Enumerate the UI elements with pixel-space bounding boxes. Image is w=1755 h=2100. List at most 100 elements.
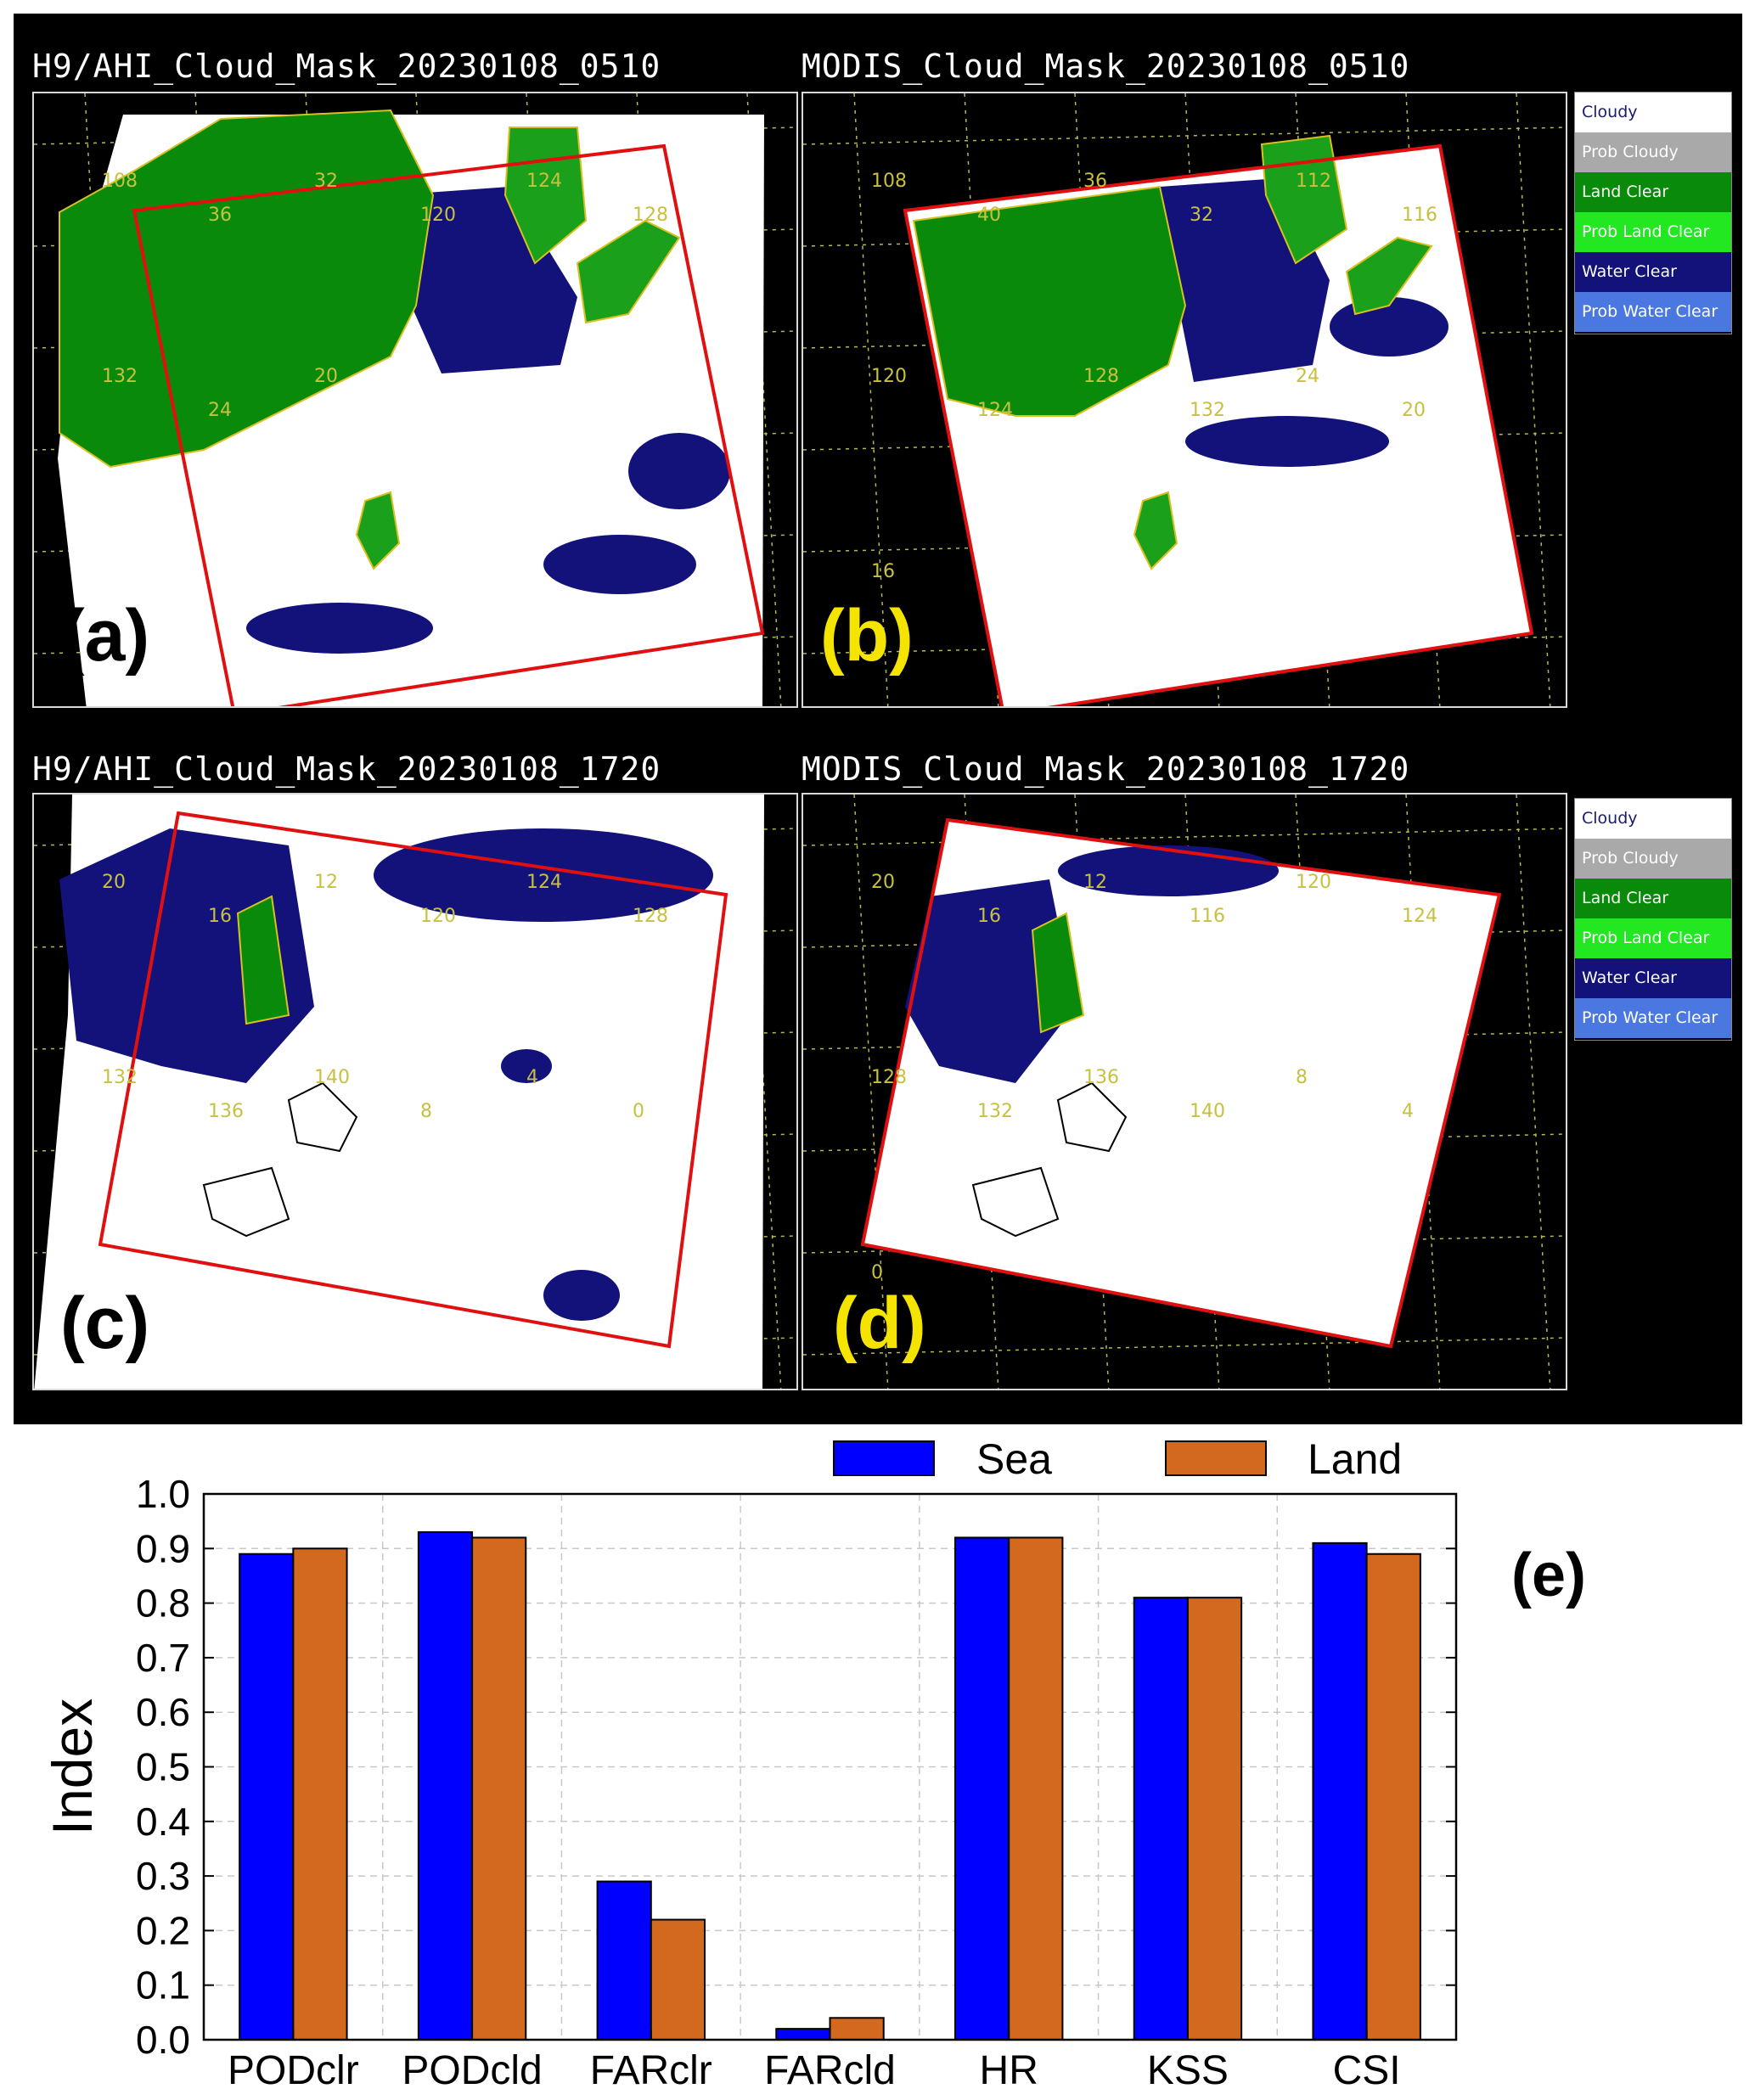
grid-coordinate-label: 112 xyxy=(1296,171,1331,192)
legend-label-sea: Sea xyxy=(976,1435,1052,1483)
water-clear-patch xyxy=(628,433,730,509)
grid-coordinate-label: 40 xyxy=(977,205,1001,226)
map-panel-b: 108 40 36 32 112 116 120 124 128 132 24 20 16 xyxy=(802,92,1567,708)
grid-coordinate-label: 24 xyxy=(1296,366,1319,387)
map-panel-a: 108 36 32 120 124 128 132 24 20 xyxy=(32,92,798,708)
grid-coordinate-label: 8 xyxy=(420,1101,432,1122)
grid-coordinate-label: 16 xyxy=(977,906,1001,927)
grid-coordinate-label: 128 xyxy=(871,1067,907,1088)
map-image-b: 108 40 36 32 112 116 120 124 128 132 24 20 16 xyxy=(803,93,1566,706)
grid-coordinate-label: 12 xyxy=(314,872,338,893)
grid-coordinate-label: 128 xyxy=(633,205,668,226)
grid-coordinate-label: 140 xyxy=(1190,1101,1225,1122)
grid-coordinate-label: 20 xyxy=(871,872,895,893)
grid-coordinate-label: 124 xyxy=(526,872,562,893)
coastline-island xyxy=(1133,491,1178,570)
legend-entry: Prob Water Clear xyxy=(1575,292,1731,332)
grid-coordinate-label: 132 xyxy=(977,1101,1013,1122)
grid-coordinate-label: 120 xyxy=(420,906,456,927)
bar-land-kss xyxy=(1186,1597,1243,2041)
grid-coordinate-label: 124 xyxy=(977,400,1013,421)
graticule-line xyxy=(803,1337,1566,1356)
x-category-label: FARcld xyxy=(764,2048,896,2093)
graticule-line xyxy=(853,93,889,706)
y-tick-label: 0.4 xyxy=(136,1800,190,1844)
y-tick-label: 0.0 xyxy=(136,2018,190,2062)
map-image-c: 20 16 12 120 124 128 132 136 140 8 4 0 xyxy=(34,795,796,1389)
grid-coordinate-label: 108 xyxy=(102,171,138,192)
legend-entry: Prob Water Clear xyxy=(1575,998,1731,1038)
bar-sea-hr xyxy=(954,1536,1010,2041)
x-category-label: CSI xyxy=(1333,2048,1401,2093)
bar-land-farclr xyxy=(650,1918,706,2041)
bar-land-farcld xyxy=(829,2017,885,2041)
coastline-island xyxy=(355,491,401,570)
grid-coordinate-label: 20 xyxy=(314,366,338,387)
cloud-mask-legend: Cloudy Prob Cloudy Land Clear Prob Land Cle… xyxy=(1574,92,1732,334)
plot-frame xyxy=(202,1492,1458,2041)
grid-coordinate-label: 36 xyxy=(1083,171,1107,192)
legend-entry: Cloudy xyxy=(1575,93,1731,132)
water-clear-patch xyxy=(1185,416,1389,467)
grid-coordinate-label: 24 xyxy=(208,400,232,421)
bar-sea-podclr xyxy=(239,1553,295,2041)
coastline-island xyxy=(1345,236,1433,316)
x-category-label: PODcld xyxy=(402,2048,542,2093)
land-clear-region xyxy=(912,185,1187,417)
cloud-mask-legend: Cloudy Prob Cloudy Land Clear Prob Land Cle… xyxy=(1574,798,1732,1041)
y-axis-title: Index xyxy=(41,1699,104,1835)
grid-coordinate-label: 132 xyxy=(102,366,138,387)
y-tick-label: 0.8 xyxy=(136,1581,190,1626)
grid-coordinate-label: 128 xyxy=(1083,366,1119,387)
legend-swatch-land xyxy=(1165,1440,1267,1476)
bar-sea-csi xyxy=(1312,1541,1368,2041)
water-clear-patch xyxy=(543,1270,620,1321)
graticule-line xyxy=(853,795,889,1389)
bar-sea-farclr xyxy=(596,1880,652,2041)
map-title-d: MODIS_Cloud_Mask_20230108_1720 xyxy=(802,750,1410,788)
grid-coordinate-label: 8 xyxy=(1296,1067,1308,1088)
coastline-island xyxy=(287,1081,358,1153)
land-clear-region xyxy=(59,109,435,469)
legend-entry: Prob Cloudy xyxy=(1575,132,1731,172)
map-title-a: H9/AHI_Cloud_Mask_20230108_0510 xyxy=(32,48,661,85)
grid-coordinate-label: 32 xyxy=(1190,205,1213,226)
panel-label-a: (a) xyxy=(60,595,150,677)
x-category-label: KSS xyxy=(1147,2048,1229,2093)
grid-coordinate-label: 16 xyxy=(871,561,895,582)
grid-coordinate-label: 20 xyxy=(102,872,126,893)
bar-sea-farcld xyxy=(775,2028,831,2041)
grid-coordinate-label: 116 xyxy=(1190,906,1225,927)
grid-coordinate-label: 0 xyxy=(871,1262,883,1283)
bar-sea-kss xyxy=(1133,1597,1189,2041)
land-clear-region xyxy=(236,895,290,1025)
panel-label-e: (e) xyxy=(1511,1541,1586,1609)
map-title-b: MODIS_Cloud_Mask_20230108_0510 xyxy=(802,48,1410,85)
bar-sea-podcld xyxy=(417,1531,474,2041)
legend-entry: Prob Land Clear xyxy=(1575,212,1731,252)
cloud-mask-maps: H9/AHI_Cloud_Mask_20230108_0510 108 36 32 12… xyxy=(14,14,1742,1424)
panel-label-c: (c) xyxy=(60,1283,150,1364)
grid-coordinate-label: 136 xyxy=(1083,1067,1119,1088)
y-tick-label: 0.5 xyxy=(136,1745,190,1789)
grid-coordinate-label: 132 xyxy=(1190,400,1225,421)
legend-entry: Water Clear xyxy=(1575,252,1731,292)
grid-coordinate-label: 12 xyxy=(1083,872,1107,893)
legend-entry: Water Clear xyxy=(1575,958,1731,998)
graticule-line xyxy=(746,795,782,1389)
grid-coordinate-label: 132 xyxy=(102,1067,138,1088)
legend-swatch-sea xyxy=(833,1440,935,1476)
grid-coordinate-label: 0 xyxy=(633,1101,644,1122)
graticule-line xyxy=(803,828,1566,846)
graticule-line xyxy=(1516,93,1551,706)
panel-label-b: (b) xyxy=(820,595,914,677)
overlap-region-box xyxy=(98,811,728,1349)
y-tick-label: 0.6 xyxy=(136,1690,190,1734)
panel-label-d: (d) xyxy=(833,1283,926,1364)
map-image-d: 20 16 12 116 120 124 128 132 136 140 8 4 0 xyxy=(803,795,1566,1389)
overlap-region-box xyxy=(132,143,765,706)
coastline-island xyxy=(576,219,681,324)
coastline-island xyxy=(1260,134,1348,265)
grid-coordinate-label: 120 xyxy=(871,366,907,387)
y-tick-label: 0.1 xyxy=(136,1963,190,2007)
